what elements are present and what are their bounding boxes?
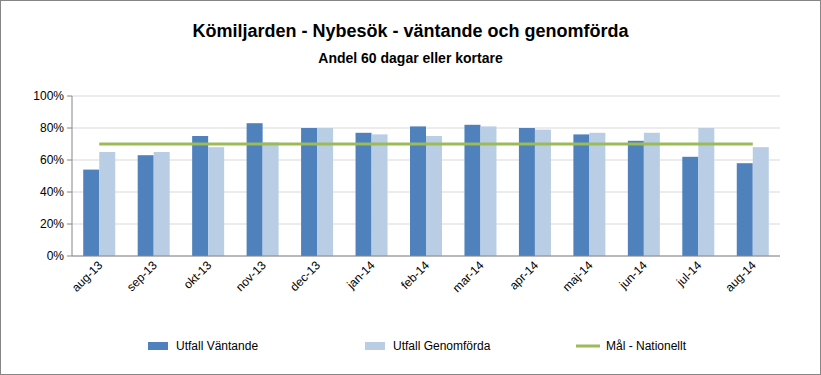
tick-label: 60%	[40, 153, 64, 167]
bar	[301, 128, 317, 256]
bar	[480, 126, 496, 256]
tick	[67, 224, 72, 225]
category-label: aug-13	[69, 258, 106, 295]
bar	[410, 126, 426, 256]
category-label: nov-13	[233, 258, 269, 294]
legend-label: Mål - Nationellt	[606, 339, 687, 353]
category-label: apr-14	[507, 258, 542, 293]
bar	[737, 163, 753, 256]
grid-line	[72, 96, 780, 97]
category-label: maj-14	[560, 258, 596, 294]
bar	[535, 130, 551, 256]
bar	[192, 136, 208, 256]
category-label: mar-14	[450, 258, 487, 295]
bar	[317, 128, 333, 256]
bar	[99, 152, 115, 256]
frame	[1, 1, 821, 375]
tick-label: 80%	[40, 121, 64, 135]
category-label: jul-14	[673, 258, 705, 290]
grid-line	[72, 256, 780, 257]
x-axis	[72, 256, 780, 257]
tick-label: 20%	[40, 217, 64, 231]
bar	[356, 133, 372, 256]
bar	[628, 141, 644, 256]
category-label: okt-13	[181, 258, 215, 292]
bar	[263, 142, 279, 256]
bar	[154, 152, 170, 256]
tick-label: 0%	[47, 249, 65, 263]
tick	[67, 160, 72, 161]
tick-label: 40%	[40, 185, 64, 199]
bar	[372, 134, 388, 256]
legend-label: Utfall Väntande	[176, 339, 258, 353]
category-label: aug-14	[723, 258, 760, 295]
tick	[67, 256, 72, 257]
legend-swatch	[365, 342, 385, 350]
category-label: sep-13	[124, 258, 160, 294]
bar	[573, 134, 589, 256]
title: Kömiljarden - Nybesök - väntande och gen…	[192, 21, 629, 41]
legend-swatch	[576, 345, 600, 348]
bar	[138, 155, 154, 256]
bar	[589, 133, 605, 256]
category-label: jan-14	[343, 258, 377, 292]
plot	[83, 123, 769, 256]
bar	[426, 136, 442, 256]
target-line	[99, 143, 753, 146]
y-axis	[72, 96, 73, 256]
tick	[67, 96, 72, 97]
category-label: jun-14	[616, 258, 650, 292]
bar	[698, 128, 714, 256]
bar	[83, 170, 99, 256]
tick-label: 100%	[33, 89, 64, 103]
bar	[208, 147, 224, 256]
category-label: feb-14	[398, 258, 432, 292]
legend-label: Utfall Genomförda	[393, 339, 491, 353]
bar	[753, 147, 769, 256]
chart: Kömiljarden - Nybesök - väntande och gen…	[0, 0, 821, 375]
bar	[682, 157, 698, 256]
tick	[67, 128, 72, 129]
bar	[644, 133, 660, 256]
bar	[519, 128, 535, 256]
legend-swatch	[148, 342, 168, 350]
subtitle: Andel 60 dagar eller kortare	[318, 50, 503, 66]
category-label: dec-13	[287, 258, 323, 294]
tick	[67, 192, 72, 193]
